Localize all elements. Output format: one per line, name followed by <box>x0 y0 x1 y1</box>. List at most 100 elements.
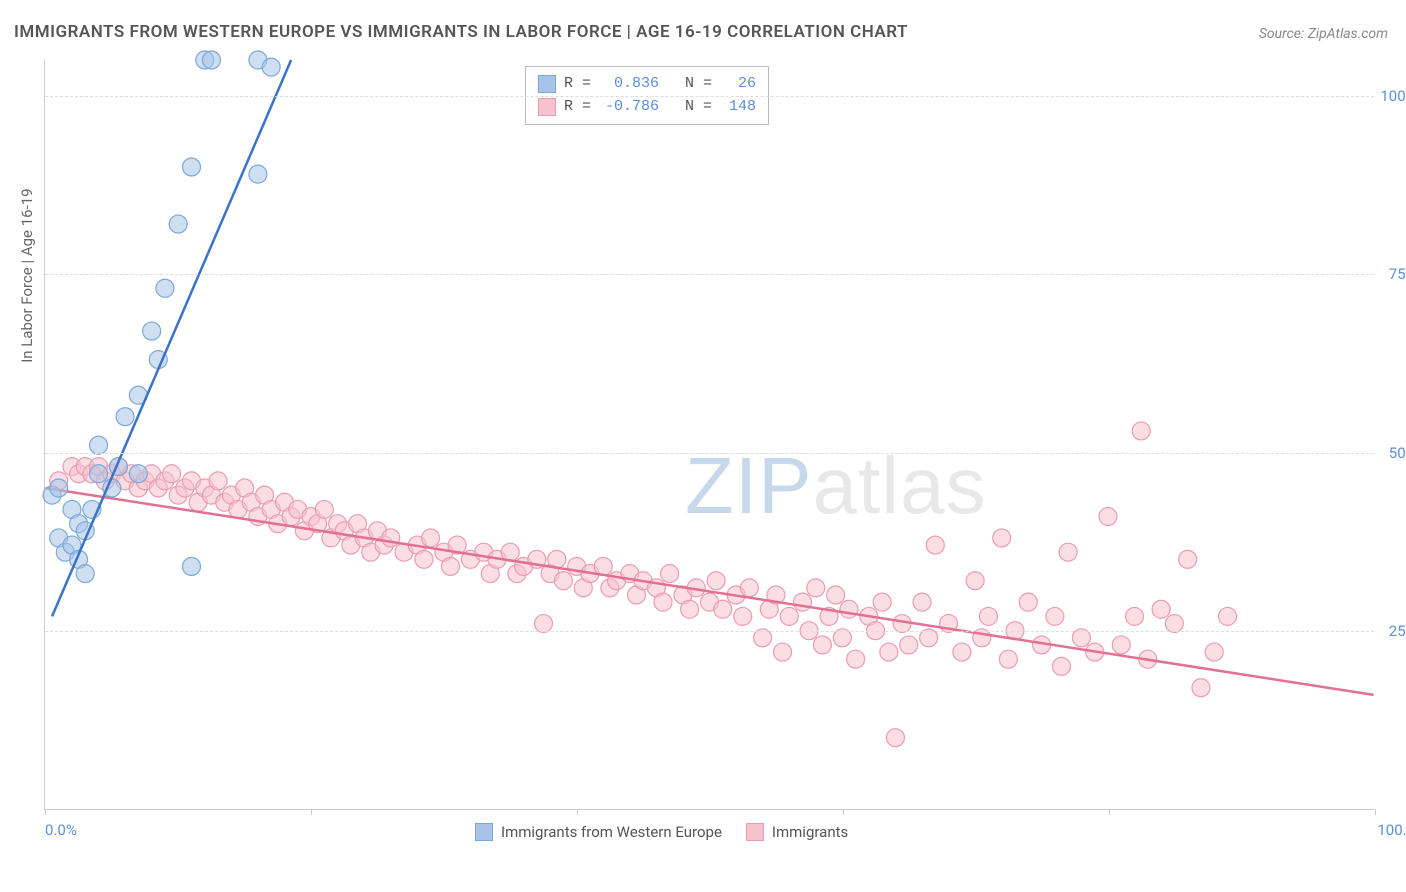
xtick <box>843 809 844 815</box>
scatter-point-pink <box>1046 607 1064 625</box>
scatter-point-pink <box>209 472 227 490</box>
legend-r-blue: 0.836 <box>599 73 659 96</box>
scatter-point-pink <box>1126 607 1144 625</box>
xtick-label-right: 100.0% <box>1377 821 1406 839</box>
scatter-point-blue <box>143 322 161 340</box>
scatter-point-blue <box>90 465 108 483</box>
scatter-point-pink <box>966 572 984 590</box>
legend-swatch-blue-sm <box>475 823 493 841</box>
scatter-point-pink <box>813 636 831 654</box>
legend-row-pink: R = -0.786 N = 148 <box>538 96 756 119</box>
ytick-label: 25.0% <box>1389 622 1406 640</box>
chart-svg <box>45 60 1374 809</box>
legend-item-western-europe: Immigrants from Western Europe <box>475 823 722 841</box>
scatter-point-pink <box>793 593 811 611</box>
scatter-point-pink <box>707 572 725 590</box>
ytick-label: 75.0% <box>1389 265 1406 283</box>
scatter-point-blue <box>76 565 94 583</box>
legend-r-label: R = <box>564 96 591 119</box>
scatter-point-pink <box>979 607 997 625</box>
scatter-point-pink <box>1219 607 1237 625</box>
scatter-point-pink <box>163 465 181 483</box>
legend-n-label: N = <box>667 73 712 96</box>
scatter-point-blue <box>249 165 267 183</box>
gridline <box>45 96 1374 97</box>
chart-title: IMMIGRANTS FROM WESTERN EUROPE VS IMMIGR… <box>14 22 908 42</box>
scatter-point-pink <box>1205 643 1223 661</box>
scatter-point-blue <box>169 215 187 233</box>
scatter-point-pink <box>900 636 918 654</box>
scatter-point-pink <box>953 643 971 661</box>
scatter-point-pink <box>554 572 572 590</box>
legend-r-pink: -0.786 <box>599 96 659 119</box>
legend-label-blue: Immigrants from Western Europe <box>501 823 722 841</box>
scatter-point-pink <box>1179 550 1197 568</box>
legend-r-label: R = <box>564 73 591 96</box>
scatter-point-pink <box>993 529 1011 547</box>
xtick <box>311 809 312 815</box>
xtick-label-left: 0.0% <box>45 821 77 839</box>
scatter-point-pink <box>1019 593 1037 611</box>
plot-area: ZIPatlas R = 0.836 N = 26 R = -0.786 N =… <box>44 60 1374 810</box>
scatter-point-pink <box>827 586 845 604</box>
legend-n-pink: 148 <box>720 96 756 119</box>
scatter-point-pink <box>873 593 891 611</box>
scatter-point-pink <box>1152 600 1170 618</box>
scatter-point-pink <box>1112 636 1130 654</box>
scatter-point-pink <box>534 615 552 633</box>
legend-n-label: N = <box>667 96 712 119</box>
scatter-point-pink <box>840 600 858 618</box>
scatter-point-pink <box>734 607 752 625</box>
scatter-point-pink <box>740 579 758 597</box>
scatter-point-blue <box>183 557 201 575</box>
scatter-point-blue <box>116 408 134 426</box>
regression-line-blue <box>52 60 291 616</box>
gridline <box>45 274 1374 275</box>
scatter-point-pink <box>1059 543 1077 561</box>
scatter-point-blue <box>202 51 220 69</box>
scatter-point-pink <box>654 593 672 611</box>
scatter-point-blue <box>262 58 280 76</box>
scatter-point-pink <box>1052 657 1070 675</box>
scatter-point-pink <box>681 600 699 618</box>
scatter-point-blue <box>90 436 108 454</box>
scatter-point-pink <box>442 557 460 575</box>
scatter-point-pink <box>999 650 1017 668</box>
ytick-label: 100.0% <box>1380 87 1406 105</box>
scatter-point-blue <box>129 465 147 483</box>
scatter-point-pink <box>1192 679 1210 697</box>
legend-swatch-pink <box>538 98 556 116</box>
scatter-point-blue <box>183 158 201 176</box>
scatter-point-pink <box>847 650 865 668</box>
scatter-point-pink <box>415 550 433 568</box>
scatter-point-pink <box>714 600 732 618</box>
legend-item-immigrants: Immigrants <box>746 823 848 841</box>
y-axis-label: In Labor Force | Age 16-19 <box>18 188 36 362</box>
scatter-point-pink <box>913 593 931 611</box>
scatter-point-pink <box>926 536 944 554</box>
scatter-point-pink <box>315 500 333 518</box>
legend-swatch-pink-sm <box>746 823 764 841</box>
scatter-point-pink <box>807 579 825 597</box>
scatter-point-pink <box>774 643 792 661</box>
chart-source: Source: ZipAtlas.com <box>1259 26 1388 42</box>
ytick-label: 50.0% <box>1389 444 1406 462</box>
scatter-point-pink <box>661 565 679 583</box>
gridline <box>45 631 1374 632</box>
xtick <box>577 809 578 815</box>
regression-line-pink <box>45 488 1373 695</box>
scatter-point-blue <box>50 479 68 497</box>
xtick <box>1375 809 1376 815</box>
legend-row-blue: R = 0.836 N = 26 <box>538 73 756 96</box>
scatter-point-pink <box>780 607 798 625</box>
gridline <box>45 453 1374 454</box>
scatter-point-blue <box>156 279 174 297</box>
scatter-point-pink <box>422 529 440 547</box>
legend-n-blue: 26 <box>720 73 756 96</box>
legend-swatch-blue <box>538 75 556 93</box>
xtick <box>45 809 46 815</box>
legend-label-pink: Immigrants <box>772 823 848 841</box>
xtick <box>1109 809 1110 815</box>
scatter-point-pink <box>382 529 400 547</box>
scatter-point-pink <box>1099 508 1117 526</box>
